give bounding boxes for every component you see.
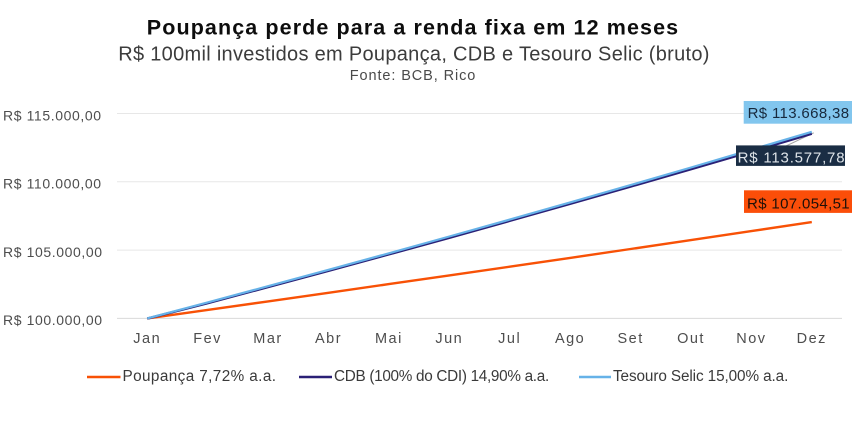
svg-text:Jan: Jan (133, 331, 161, 347)
svg-text:Mai: Mai (375, 331, 403, 347)
svg-text:R$ 105.000,00: R$ 105.000,00 (3, 244, 103, 260)
svg-text:Fev: Fev (193, 331, 222, 347)
svg-text:Mar: Mar (253, 331, 282, 347)
svg-text:Poupança perde para a renda fi: Poupança perde para a renda fixa em 12 m… (147, 16, 679, 40)
svg-text:R$ 107.054,51: R$ 107.054,51 (747, 196, 850, 213)
svg-text:Out: Out (677, 331, 705, 347)
svg-text:R$ 100.000,00: R$ 100.000,00 (3, 312, 103, 328)
svg-text:Poupança 7,72% a.a.: Poupança 7,72% a.a. (123, 368, 277, 385)
svg-text:Fonte: BCB, Rico: Fonte: BCB, Rico (350, 68, 476, 84)
svg-text:Set: Set (617, 331, 643, 347)
svg-text:Abr: Abr (315, 331, 342, 347)
svg-text:R$ 110.000,00: R$ 110.000,00 (3, 176, 102, 192)
svg-text:Jun: Jun (435, 331, 463, 347)
svg-text:Dez: Dez (797, 331, 827, 347)
svg-text:Ago: Ago (555, 331, 585, 347)
svg-text:R$ 113.577,78: R$ 113.577,78 (738, 149, 846, 166)
svg-text:R$ 113.668,38: R$ 113.668,38 (748, 105, 850, 122)
svg-text:Tesouro Selic 15,00% a.a.: Tesouro Selic 15,00% a.a. (613, 368, 788, 385)
svg-text:CDB (100% do CDI) 14,90% a.a.: CDB (100% do CDI) 14,90% a.a. (334, 368, 549, 385)
svg-text:Jul: Jul (498, 331, 521, 347)
svg-text:R$ 115.000,00: R$ 115.000,00 (3, 107, 102, 123)
svg-text:Nov: Nov (736, 331, 766, 347)
svg-text:R$ 100mil investidos em Poupan: R$ 100mil investidos em Poupança, CDB e … (118, 44, 710, 66)
